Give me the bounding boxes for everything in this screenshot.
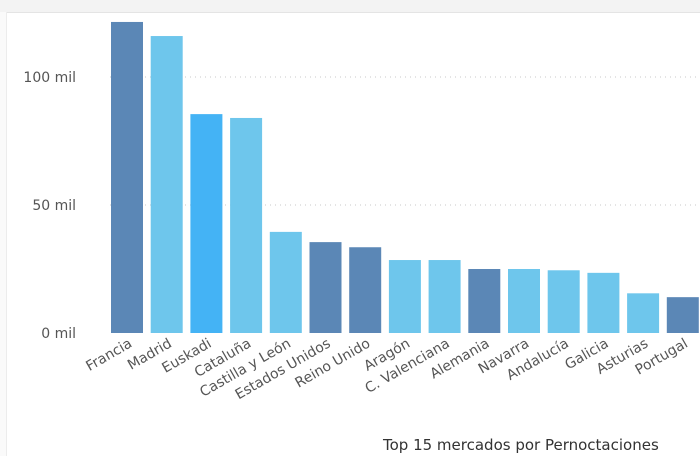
visual-left-rail bbox=[0, 12, 7, 456]
y-tick-label: 0 mil bbox=[41, 326, 76, 342]
bar[interactable] bbox=[388, 260, 421, 333]
bar[interactable] bbox=[309, 242, 342, 333]
bar[interactable] bbox=[627, 293, 660, 333]
bar[interactable] bbox=[230, 117, 263, 334]
bar[interactable] bbox=[587, 272, 620, 333]
y-tick-label: 100 mil bbox=[23, 70, 76, 86]
bar[interactable] bbox=[269, 231, 302, 333]
bar[interactable] bbox=[547, 270, 580, 333]
x-tick-label: Francia bbox=[83, 336, 135, 375]
bar[interactable] bbox=[349, 247, 382, 333]
bar[interactable] bbox=[666, 297, 699, 333]
bar[interactable] bbox=[468, 269, 501, 333]
gridlines bbox=[110, 76, 700, 206]
chart-title: Top 15 mercados por Pernoctaciones bbox=[383, 436, 659, 454]
bars bbox=[111, 21, 699, 334]
bar[interactable] bbox=[111, 21, 143, 334]
bar[interactable] bbox=[508, 269, 540, 333]
y-tick-label: 50 mil bbox=[32, 198, 76, 214]
bar[interactable] bbox=[190, 114, 223, 334]
bar[interactable] bbox=[150, 36, 183, 333]
y-axis: 0 mil 50 mil 100 mil bbox=[23, 70, 76, 342]
visual-top-border bbox=[0, 0, 700, 13]
bar[interactable] bbox=[428, 260, 461, 333]
